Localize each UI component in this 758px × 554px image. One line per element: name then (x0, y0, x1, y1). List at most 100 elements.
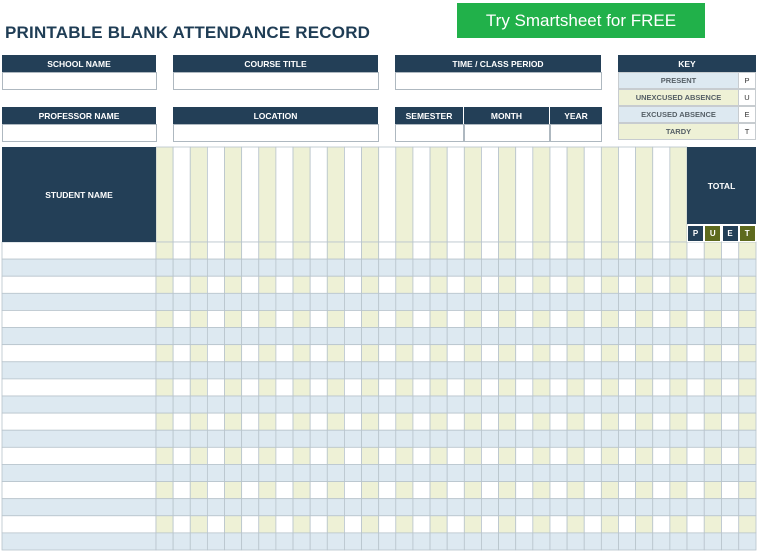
attendance-cell[interactable] (292, 327, 311, 346)
attendance-cell[interactable] (446, 275, 465, 294)
attendance-cell[interactable] (498, 344, 517, 363)
attendance-cell[interactable] (669, 498, 688, 517)
attendance-cell[interactable] (549, 378, 568, 397)
student-name-cell[interactable] (1, 344, 157, 363)
attendance-cell[interactable] (344, 532, 362, 551)
attendance-cell[interactable] (515, 412, 534, 431)
attendance-cell[interactable] (549, 344, 568, 363)
attendance-cell[interactable] (292, 412, 311, 431)
attendance-cell[interactable] (600, 378, 619, 397)
attendance-cell[interactable] (515, 327, 534, 346)
attendance-cell[interactable] (395, 395, 414, 414)
attendance-cell[interactable] (224, 515, 243, 534)
attendance-cell[interactable] (361, 327, 380, 346)
attendance-cell[interactable] (275, 412, 294, 431)
attendance-cell[interactable] (600, 310, 619, 328)
attendance-cell[interactable] (224, 310, 243, 328)
attendance-cell[interactable] (344, 378, 362, 397)
attendance-cell[interactable] (344, 429, 362, 448)
attendance-cell[interactable] (172, 292, 191, 311)
attendance-cell[interactable] (395, 378, 414, 397)
attendance-cell[interactable] (326, 258, 345, 277)
attendance-cell[interactable] (463, 446, 482, 465)
attendance-cell[interactable] (498, 241, 517, 260)
attendance-cell[interactable] (635, 481, 654, 500)
attendance-cell[interactable] (189, 412, 208, 431)
attendance-cell[interactable] (463, 378, 482, 397)
attendance-cell[interactable] (481, 395, 499, 414)
attendance-cell[interactable] (481, 310, 499, 328)
attendance-cell[interactable] (275, 292, 294, 311)
attendance-cell[interactable] (498, 515, 517, 534)
attendance-cell[interactable] (275, 258, 294, 277)
attendance-cell[interactable] (635, 446, 654, 465)
attendance-cell[interactable] (463, 412, 482, 431)
attendance-cell[interactable] (549, 498, 568, 517)
attendance-cell[interactable] (498, 395, 517, 414)
attendance-cell[interactable] (275, 446, 294, 465)
attendance-cell[interactable] (172, 498, 191, 517)
attendance-cell[interactable] (241, 310, 260, 328)
attendance-cell[interactable] (172, 532, 191, 551)
attendance-cell[interactable] (532, 378, 551, 397)
attendance-cell[interactable] (378, 395, 397, 414)
attendance-cell[interactable] (669, 532, 688, 551)
attendance-cell[interactable] (600, 429, 619, 448)
attendance-cell[interactable] (206, 310, 225, 328)
attendance-cell[interactable] (600, 258, 619, 277)
attendance-cell[interactable] (463, 498, 482, 517)
attendance-cell[interactable] (378, 361, 397, 380)
attendance-cell[interactable] (515, 481, 534, 500)
attendance-cell[interactable] (344, 515, 362, 534)
attendance-cell[interactable] (463, 241, 482, 260)
attendance-cell[interactable] (224, 327, 243, 346)
attendance-cell[interactable] (395, 446, 414, 465)
attendance-cell[interactable] (309, 292, 328, 311)
attendance-cell[interactable] (463, 275, 482, 294)
attendance-cell[interactable] (241, 378, 260, 397)
attendance-cell[interactable] (155, 327, 174, 346)
attendance-cell[interactable] (635, 395, 654, 414)
attendance-cell[interactable] (429, 532, 448, 551)
attendance-cell[interactable] (481, 532, 499, 551)
attendance-cell[interactable] (189, 378, 208, 397)
attendance-cell[interactable] (155, 481, 174, 500)
attendance-cell[interactable] (463, 515, 482, 534)
attendance-cell[interactable] (378, 292, 397, 311)
attendance-cell[interactable] (429, 275, 448, 294)
attendance-cell[interactable] (463, 395, 482, 414)
attendance-cell[interactable] (189, 498, 208, 517)
attendance-cell[interactable] (275, 378, 294, 397)
attendance-cell[interactable] (224, 258, 243, 277)
attendance-cell[interactable] (224, 275, 243, 294)
attendance-cell[interactable] (378, 498, 397, 517)
attendance-cell[interactable] (549, 361, 568, 380)
attendance-cell[interactable] (618, 464, 637, 482)
attendance-cell[interactable] (446, 429, 465, 448)
attendance-cell[interactable] (600, 446, 619, 465)
attendance-cell[interactable] (583, 446, 602, 465)
attendance-cell[interactable] (412, 464, 431, 482)
try-smartsheet-button[interactable]: Try Smartsheet for FREE (457, 3, 705, 38)
attendance-cell[interactable] (532, 395, 551, 414)
attendance-cell[interactable] (326, 464, 345, 482)
attendance-cell[interactable] (189, 481, 208, 500)
attendance-cell[interactable] (172, 310, 191, 328)
student-name-cell[interactable] (1, 446, 157, 465)
attendance-cell[interactable] (378, 327, 397, 346)
attendance-cell[interactable] (395, 515, 414, 534)
attendance-cell[interactable] (412, 310, 431, 328)
attendance-cell[interactable] (344, 275, 362, 294)
attendance-cell[interactable] (275, 310, 294, 328)
attendance-cell[interactable] (258, 258, 277, 277)
attendance-cell[interactable] (275, 327, 294, 346)
attendance-cell[interactable] (669, 412, 688, 431)
attendance-cell[interactable] (344, 258, 362, 277)
attendance-cell[interactable] (669, 310, 688, 328)
attendance-cell[interactable] (669, 481, 688, 500)
attendance-cell[interactable] (429, 412, 448, 431)
attendance-cell[interactable] (481, 498, 499, 517)
attendance-cell[interactable] (566, 464, 585, 482)
attendance-cell[interactable] (155, 275, 174, 294)
attendance-cell[interactable] (652, 481, 671, 500)
